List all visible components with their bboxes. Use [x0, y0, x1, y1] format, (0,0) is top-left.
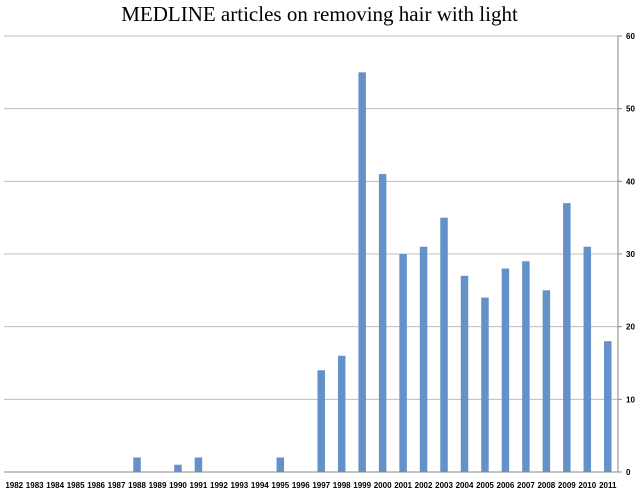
bar-2002	[419, 246, 428, 472]
x-tick-label: 2002	[415, 481, 433, 490]
x-tick-label: 1997	[312, 481, 330, 490]
bar-1995	[276, 457, 285, 472]
x-tick-label: 1998	[333, 481, 351, 490]
x-tick-label: 2011	[599, 481, 617, 490]
x-tick-label: 2009	[558, 481, 576, 490]
chart-title: MEDLINE articles on removing hair with l…	[121, 2, 518, 26]
x-tick-label: 1996	[292, 481, 310, 490]
x-tick-label: 2005	[476, 481, 494, 490]
y-tick-label: 30	[626, 250, 635, 259]
x-tick-label: 1985	[67, 481, 85, 490]
x-tick-label: 2008	[537, 481, 555, 490]
bar-1990	[174, 464, 182, 472]
x-tick-label: 2000	[374, 481, 392, 490]
x-tick-label: 1987	[108, 481, 126, 490]
y-tick-label: 60	[626, 32, 635, 41]
x-tick-label: 2003	[435, 481, 453, 490]
x-tick-label: 1988	[128, 481, 146, 490]
x-tick-label: 1993	[230, 481, 248, 490]
y-tick-label: 0	[626, 468, 631, 477]
x-tick-label: 1989	[149, 481, 167, 490]
y-tick-label: 10	[626, 395, 635, 404]
bar-2000	[378, 174, 387, 473]
x-tick-label: 1986	[87, 481, 105, 490]
x-tick-label: 2006	[497, 481, 515, 490]
x-tick-label: 1991	[190, 481, 208, 490]
y-tick-label: 40	[626, 177, 635, 186]
bar-2008	[542, 290, 551, 472]
bar-2009	[563, 203, 571, 472]
bar-2010	[583, 246, 592, 472]
y-tick-label: 50	[626, 105, 635, 114]
bar-2003	[440, 217, 448, 472]
bar-2006	[501, 268, 510, 472]
y-tick-label: 20	[626, 323, 635, 332]
x-tick-label: 1999	[353, 481, 371, 490]
bar-1999	[358, 72, 366, 472]
bar-2001	[399, 254, 407, 472]
bar-1991	[194, 457, 203, 472]
x-tick-label: 2001	[394, 481, 412, 490]
x-tick-label: 2007	[517, 481, 535, 490]
x-tick-label: 1992	[210, 481, 228, 490]
bar-2004	[460, 275, 469, 472]
x-tick-label: 2010	[578, 481, 596, 490]
x-tick-label: 2004	[456, 481, 474, 490]
bars	[133, 72, 612, 473]
x-tick-label: 1990	[169, 481, 187, 490]
axes	[4, 36, 619, 473]
x-tick-label: 1983	[26, 481, 44, 490]
x-tick-label: 1982	[5, 481, 23, 490]
x-tick-label: 1994	[251, 481, 269, 490]
x-tick-label: 1984	[46, 481, 64, 490]
bar-2007	[522, 261, 530, 472]
bar-1988	[133, 457, 141, 472]
x-tick-labels: 1982 1983 1984 1985 1986 1987 1988 1989 1990 1991…	[5, 481, 617, 490]
bar-1997	[317, 370, 325, 472]
y-tick-labels: 0 10 20 30 40 50 60	[626, 32, 635, 477]
bar-1998	[337, 355, 346, 472]
bar-2011	[604, 341, 612, 472]
x-tick-label: 1995	[271, 481, 289, 490]
bar-2005	[481, 297, 489, 472]
